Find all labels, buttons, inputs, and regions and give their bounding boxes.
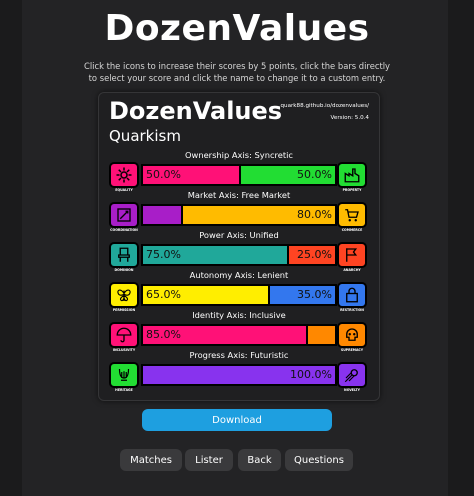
axis-title: Progress Axis: Futuristic <box>189 350 289 360</box>
bar-value-right: 25.0% <box>297 248 332 261</box>
lyre-icon <box>115 366 133 384</box>
bar-segment-right[interactable]: 100.0% <box>143 366 335 384</box>
axis-left-label: EQUALITY <box>115 188 133 192</box>
bar-value-left: 50.0% <box>146 168 181 181</box>
axis-right-icon-button[interactable] <box>337 162 367 188</box>
axis-bar[interactable]: 50.0% 50.0% <box>141 164 337 186</box>
axis-right-label: ANARCHY <box>343 268 361 272</box>
bar-value-right: 35.0% <box>297 288 332 301</box>
axis-left-icon-button[interactable] <box>109 162 139 188</box>
axis-right-icon-button[interactable] <box>337 322 367 348</box>
bar-segment-right[interactable]: 80.0% <box>181 206 335 224</box>
bar-segment-left[interactable]: 50.0% <box>143 166 239 184</box>
instructions-text: Click the icons to increase their scores… <box>83 61 391 83</box>
axis-right-icon-button[interactable] <box>337 362 367 388</box>
axis-right-label: SUPREMACY <box>340 348 364 352</box>
bar-segment-left[interactable]: 75.0% <box>143 246 287 264</box>
axis-right-icon-button[interactable] <box>337 202 367 228</box>
axis-left-icon-button[interactable] <box>109 242 139 268</box>
page-title: DozenValues <box>104 8 370 49</box>
bar-segment-right[interactable]: 50.0% <box>239 166 335 184</box>
bar-value-left: 65.0% <box>146 288 181 301</box>
axis-left-label: PERMISSION <box>112 308 136 312</box>
bar-value-right: 80.0% <box>297 208 332 221</box>
skull-icon <box>343 326 361 344</box>
axis-left-label: DOMINION <box>114 268 134 272</box>
flag-icon <box>343 246 361 264</box>
bar-value-right: 100.0% <box>290 368 332 381</box>
download-button[interactable]: Download <box>142 409 332 431</box>
axis-bar[interactable]: 80.0% <box>141 204 337 226</box>
card-url: quark88.github.io/dozenvalues/ <box>280 103 369 109</box>
shopping-cart-icon <box>343 206 361 224</box>
axis-left-label: HERITAGE <box>115 388 133 392</box>
axis-right-label: NOVELTY <box>344 388 360 392</box>
axis-title: Market Axis: Free Market <box>187 190 291 200</box>
matches-button[interactable]: Matches <box>120 449 182 471</box>
axis-left-icon-button[interactable] <box>109 282 139 308</box>
bar-segment-left[interactable] <box>143 206 182 224</box>
comet-icon <box>343 366 361 384</box>
axis-bar[interactable]: 65.0% 35.0% <box>141 284 337 306</box>
axis-bar[interactable]: 100.0% <box>141 364 337 386</box>
lock-icon <box>343 286 361 304</box>
planning-icon <box>115 206 133 224</box>
factory-icon <box>343 166 361 184</box>
axis-left-label: COORDINATION <box>110 228 138 232</box>
axis-right-icon-button[interactable] <box>337 242 367 268</box>
bar-segment-left[interactable]: 85.0% <box>143 326 307 344</box>
lister-button[interactable]: Lister <box>185 449 233 471</box>
bar-segment-right[interactable] <box>306 326 335 344</box>
card-version: Version: 5.0.4 <box>330 115 369 121</box>
axis-bar[interactable]: 75.0% 25.0% <box>141 244 337 266</box>
bar-value-left: 75.0% <box>146 248 181 261</box>
axis-left-icon-button[interactable] <box>109 362 139 388</box>
axis-left-icon-button[interactable] <box>109 202 139 228</box>
axis-right-label: COMMERCE <box>341 228 363 232</box>
results-card: DozenValues Quarkism quark88.github.io/d… <box>98 92 380 401</box>
axis-left-icon-button[interactable] <box>109 322 139 348</box>
ideology-name[interactable]: Quarkism <box>109 127 181 145</box>
umbrella-icon <box>115 326 133 344</box>
bar-value-right: 50.0% <box>297 168 332 181</box>
gear-icon <box>115 166 133 184</box>
butterfly-icon <box>115 286 133 304</box>
throne-icon <box>115 246 133 264</box>
axis-right-label: PROPERTY <box>342 188 362 192</box>
card-title: DozenValues <box>109 97 283 125</box>
questions-button[interactable]: Questions <box>285 449 353 471</box>
bar-segment-left[interactable]: 65.0% <box>143 286 268 304</box>
axis-bar[interactable]: 85.0% <box>141 324 337 346</box>
bar-segment-right[interactable]: 25.0% <box>287 246 335 264</box>
axis-title: Power Axis: Unified <box>199 230 279 240</box>
axis-left-label: INCLUSIVITY <box>112 348 136 352</box>
axis-title: Ownership Axis: Syncretic <box>185 150 293 160</box>
axis-title: Identity Axis: Inclusive <box>192 310 286 320</box>
bar-segment-right[interactable]: 35.0% <box>267 286 335 304</box>
axis-right-label: RESTRICTION <box>340 308 364 312</box>
back-button[interactable]: Back <box>238 449 281 471</box>
bar-value-left: 85.0% <box>146 328 181 341</box>
axis-right-icon-button[interactable] <box>337 282 367 308</box>
axis-title: Autonomy Axis: Lenient <box>189 270 289 280</box>
